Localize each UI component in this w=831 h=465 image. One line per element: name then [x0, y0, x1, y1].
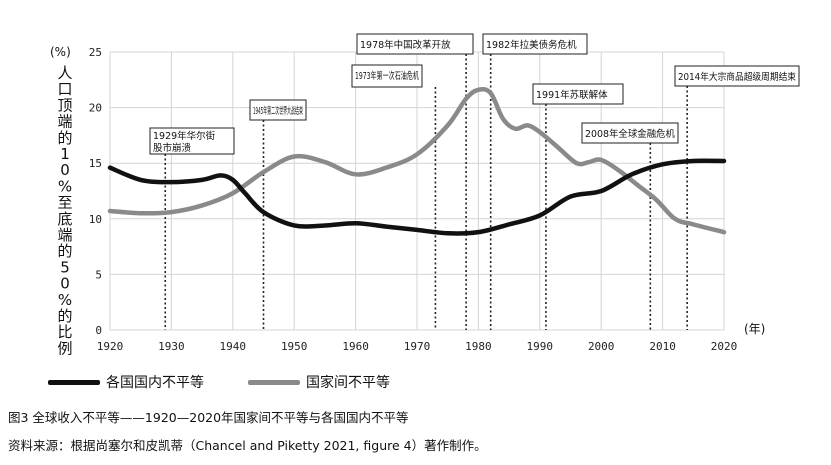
y-tick-label-20: 20 — [89, 102, 102, 115]
x-tick-label-2020: 2020 — [711, 340, 738, 353]
event-box-1991 — [532, 83, 624, 105]
legend-swatch-domestic — [48, 379, 100, 385]
event-label-1929-line1: 1929年华尔街 — [153, 130, 216, 142]
event-box-2014 — [674, 65, 800, 87]
x-unit-label: (年) — [744, 322, 765, 336]
y-unit-label: (%) — [50, 45, 71, 59]
x-tick-label-1960: 1960 — [342, 340, 369, 353]
event-label-1973: 1973年第一次石油危机 — [355, 70, 419, 82]
x-tick-label-2000: 2000 — [588, 340, 615, 353]
event-label-1929-line2: 股市崩溃 — [153, 142, 192, 154]
legend: 各国国内不平等 国家间不平等 — [48, 372, 434, 392]
chart-axes: 0 5 10 15 20 25 1920 1930 1940 1950 1960 1970 1980 19… — [50, 45, 765, 357]
chart-series — [107, 86, 727, 236]
event-label-1982: 1982年拉美债务危机 — [486, 39, 577, 51]
legend-label-international: 国家间不平等 — [306, 375, 390, 391]
event-label-1978: 1978年中国改革开放 — [360, 39, 451, 51]
event-box-1982 — [482, 33, 588, 55]
y-tick-label-25: 25 — [89, 46, 102, 59]
figure-source: 资料来源：根据尚塞尔和皮凯蒂（Chancel and Piketty 2021,… — [8, 438, 487, 453]
legend-item-domestic: 各国国内不平等 — [48, 372, 204, 392]
event-box-2008 — [581, 122, 679, 144]
legend-item-international: 国家间不平等 — [248, 372, 390, 392]
y-tick-label-5: 5 — [95, 268, 102, 281]
x-tick-label-1990: 1990 — [527, 340, 554, 353]
event-box-1978 — [356, 33, 474, 55]
event-label-1945: 1945年第二次世界大战结束 — [253, 105, 303, 117]
y-axis-label: 人口顶端的 1 0 %至底端的 5 0 %的比例 — [57, 64, 72, 357]
figure-caption: 图3 全球收入不平等——1920—2020年国家间不平等与各国国内不平等 — [8, 410, 409, 425]
x-tick-label-1980: 1980 — [465, 340, 492, 353]
chart-grid — [109, 51, 725, 331]
series-line-international-inequality — [107, 86, 727, 235]
series-line-domestic-inequality — [107, 158, 727, 236]
event-label-2008: 2008年全球金融危机 — [585, 128, 675, 140]
event-label-2014: 2014年大宗商品超级周期结束 — [678, 71, 796, 83]
x-tick-label-1930: 1930 — [158, 340, 185, 353]
y-tick-label-10: 10 — [89, 213, 102, 226]
legend-swatch-international — [248, 379, 300, 385]
x-tick-label-1950: 1950 — [281, 340, 308, 353]
x-tick-label-1970: 1970 — [404, 340, 431, 353]
event-box-1945 — [249, 99, 307, 121]
y-tick-label-0: 0 — [95, 324, 102, 337]
event-box-1973 — [351, 64, 423, 88]
legend-label-domestic: 各国国内不平等 — [106, 375, 204, 391]
event-label-1991: 1991年苏联解体 — [536, 89, 608, 101]
x-tick-label-1940: 1940 — [220, 340, 247, 353]
y-tick-label-15: 15 — [89, 157, 102, 170]
x-tick-label-1920: 1920 — [97, 340, 124, 353]
event-box-1929 — [149, 127, 235, 155]
x-tick-label-2010: 2010 — [649, 340, 676, 353]
